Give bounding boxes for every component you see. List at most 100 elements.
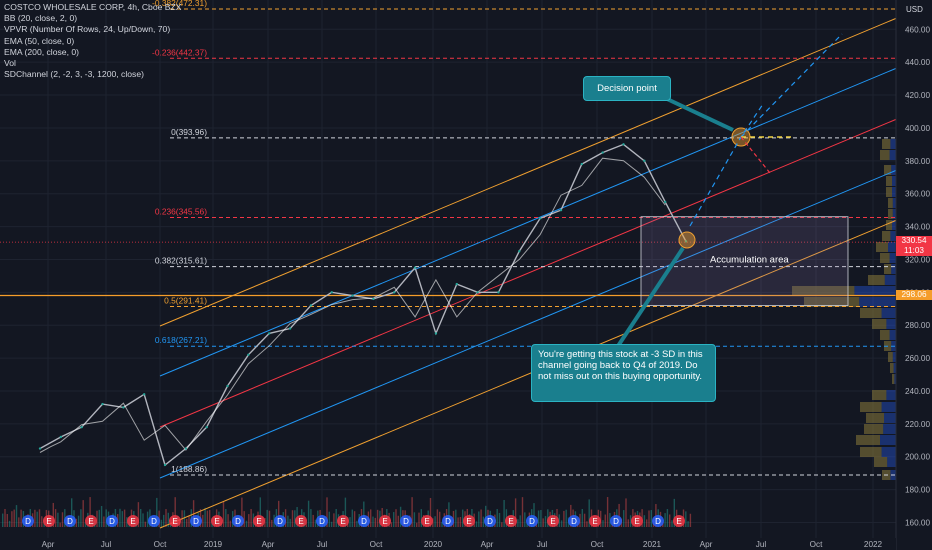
price-point <box>476 291 479 294</box>
earnings-marker <box>106 515 118 527</box>
volume-bar <box>485 505 487 527</box>
earnings-label: E <box>130 517 135 526</box>
price-point <box>559 208 563 212</box>
volume-bar <box>326 497 328 527</box>
vpvr-row-down <box>889 330 896 340</box>
volume-bar <box>284 509 287 527</box>
time-tick: Oct <box>370 540 383 549</box>
price-point <box>643 159 646 163</box>
price-tick: 360.00 <box>905 190 930 199</box>
price-tick: 320.00 <box>905 255 930 264</box>
fib-label: 1(188.86) <box>171 464 207 474</box>
level-badge: 298.06 <box>896 290 932 300</box>
volume-bar <box>560 520 563 527</box>
vpvr-row-up <box>886 187 892 197</box>
volume-bar <box>609 513 611 527</box>
earnings-label: E <box>466 517 471 526</box>
volume-bar <box>250 509 252 527</box>
vpvr-row-up <box>880 253 890 263</box>
volume-bar <box>434 516 436 527</box>
volume-bar <box>291 510 294 527</box>
price-tick: 240.00 <box>905 387 930 396</box>
vpvr-row-up <box>882 139 891 149</box>
volume-bar <box>459 516 462 527</box>
projection-arrows <box>616 33 843 348</box>
volume-bar <box>351 509 353 527</box>
volume-bar <box>544 516 547 527</box>
volume-bar <box>52 502 54 527</box>
time-tick: Jul <box>101 540 112 549</box>
sd-channel <box>159 17 897 529</box>
earnings-marker <box>589 515 601 527</box>
volume-bar <box>602 520 604 527</box>
volume-bar <box>188 515 190 527</box>
volume-bar <box>36 511 38 527</box>
price-point <box>601 151 604 154</box>
volume-bar <box>673 498 675 527</box>
earnings-marker <box>64 515 76 527</box>
earnings-marker <box>505 515 517 527</box>
vpvr-row-down <box>887 457 896 467</box>
time-axis: Apr Jul Oct 2019 Apr Jul Oct 2020 Apr Jul Oct 2021 A… <box>0 538 896 550</box>
earnings-label: E <box>172 517 177 526</box>
vpvr-row-up <box>804 297 860 307</box>
earnings-marker <box>400 515 412 527</box>
volume-bar <box>328 511 330 527</box>
fib-label: 0.618(267.21) <box>155 335 207 345</box>
indicator-ema50[interactable]: EMA (50, close, 0) <box>4 35 75 46</box>
volume-bar <box>103 516 105 527</box>
volume-bar <box>563 510 565 527</box>
volume-bar <box>643 515 646 527</box>
indicator-ema200[interactable]: EMA (200, close, 0) <box>4 46 79 57</box>
price-point <box>455 282 458 286</box>
vpvr-row-down <box>890 231 896 241</box>
price-point <box>59 435 63 439</box>
earnings-label: E <box>634 517 639 526</box>
price-point <box>288 327 292 330</box>
earnings-marker <box>148 515 160 527</box>
indicator-vol[interactable]: Vol <box>4 58 16 69</box>
price-tick: 460.00 <box>905 25 930 34</box>
earnings-marker <box>211 515 223 527</box>
volume-bar <box>121 511 123 527</box>
fib-label: -0.236(442.37) <box>152 47 207 57</box>
earnings-label: D <box>487 517 493 526</box>
time-tick: Apr <box>481 540 494 549</box>
volume-bar <box>289 518 291 527</box>
volume-bar <box>420 509 422 527</box>
volume-bar <box>370 509 372 527</box>
symbol-title[interactable]: COSTCO WHOLESALE CORP, 4h, Cboe BZX <box>4 2 182 12</box>
price-tick: 340.00 <box>905 223 930 232</box>
volume-bar <box>478 511 480 527</box>
vpvr-row-up <box>866 413 884 423</box>
volume-bar <box>310 509 312 527</box>
earnings-marker <box>337 515 349 527</box>
time-tick: Apr <box>700 540 713 549</box>
volume-bar <box>126 517 128 527</box>
volume-bar <box>227 514 229 527</box>
earnings-label: E <box>256 517 261 526</box>
vpvr-row-down <box>883 424 896 434</box>
price-point <box>142 393 146 396</box>
indicator-bb[interactable]: BB (20, close, 2, 0) <box>4 13 78 24</box>
volume-bar <box>439 511 441 527</box>
price-point <box>518 250 521 253</box>
vpvr-row-up <box>864 424 884 434</box>
earnings-label: D <box>613 517 619 526</box>
earnings-marker <box>253 515 265 527</box>
volume-bar <box>77 515 80 527</box>
volume-bar <box>664 513 666 527</box>
earnings-label: D <box>193 517 199 526</box>
earnings-label: E <box>298 517 303 526</box>
volume-bar <box>390 522 393 527</box>
price-point <box>268 332 271 335</box>
vpvr-row-up <box>886 176 892 186</box>
time-tick: Oct <box>154 540 167 549</box>
vpvr-row-down <box>886 319 896 329</box>
vpvr-row-up <box>886 220 892 230</box>
volume-bar <box>418 512 420 527</box>
volume-bar <box>533 503 535 527</box>
indicator-vpvr[interactable]: VPVR (Number Of Rows, 24, Up/Down, 70) <box>4 24 171 35</box>
indicator-sdchannel[interactable]: SDChannel (2, -2, 3, -3, 1200, close) <box>4 69 144 80</box>
